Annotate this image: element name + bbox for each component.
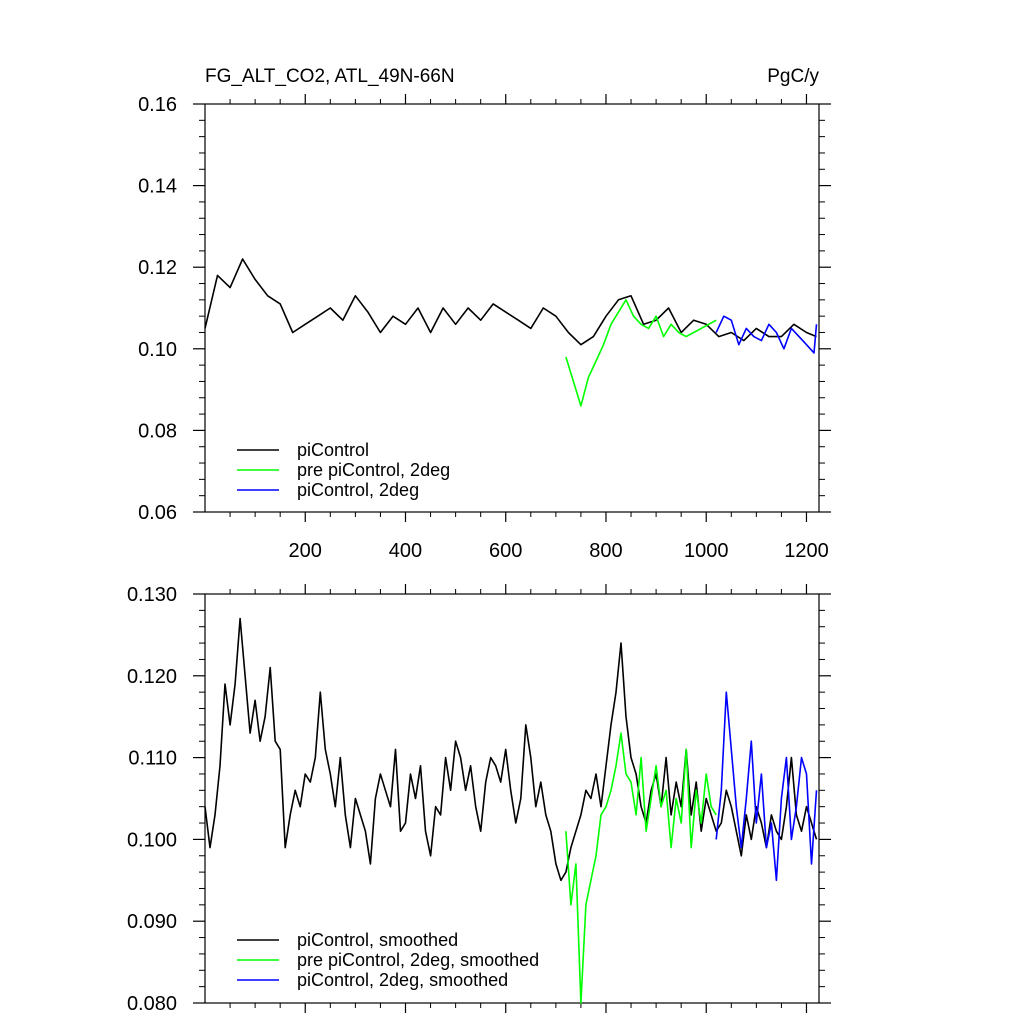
bottom-legend-label-picontrol-2deg-smoothed: piControl, 2deg, smoothed [297, 970, 508, 990]
bottom-y-tick-label-2: 0.100 [127, 829, 177, 851]
bottom-series-pre-picontrol-2deg-smoothed [565, 732, 717, 1004]
top-title: FG_ALT_CO2, ATL_49N-66N [205, 66, 455, 87]
bottom-y-tick-label-1: 0.090 [127, 911, 177, 933]
bottom-y-tick-label-3: 0.110 [128, 748, 177, 770]
top-panel: FG_ALT_CO2, ATL_49N-66N PgC/y 200 400 600 8… [138, 66, 831, 562]
top-x-tick-label-200: 200 [289, 540, 322, 562]
bottom-series-picontrol-2deg-smoothed [715, 691, 818, 882]
bottom-y-tick-label-4: 0.120 [127, 666, 177, 688]
bottom-legend-label-pre-picontrol-2deg-smoothed: pre piControl, 2deg, smoothed [297, 950, 539, 970]
top-legend-label-picontrol-2deg: piControl, 2deg [297, 480, 419, 500]
top-x-tick-label-400: 400 [389, 540, 422, 562]
bottom-plot-frame [204, 593, 820, 1004]
top-y-tick-label-1: 0.08 [138, 420, 177, 442]
bottom-series-picontrol-smoothed [204, 617, 818, 882]
top-series-picontrol-2deg [715, 315, 818, 354]
top-x-tick-label-800: 800 [589, 540, 622, 562]
top-plot-frame [204, 103, 820, 513]
top-legend-label-pre-picontrol-2deg: pre piControl, 2deg [297, 460, 450, 480]
top-series-pre-picontrol-2deg [565, 298, 717, 407]
top-y-tick-label-5: 0.16 [138, 94, 177, 116]
top-series-picontrol [204, 258, 817, 346]
top-y-tick-label-0: 0.06 [138, 502, 177, 524]
top-legend-label-picontrol: piControl [297, 440, 369, 460]
top-units: PgC/y [767, 66, 819, 87]
top-y-tick-label-2: 0.10 [138, 339, 177, 361]
top-y-tick-label-4: 0.14 [138, 176, 177, 198]
top-x-tick-label-1000: 1000 [684, 540, 729, 562]
bottom-y-tick-label-5: 0.130 [127, 584, 177, 606]
bottom-panel: 0.080 0.090 0.100 0.110 0.120 0.130 piControl,… [127, 584, 831, 1015]
top-x-tick-label-1200: 1200 [784, 540, 829, 562]
top-y-tick-label-3: 0.12 [138, 257, 177, 279]
bottom-legend-label-picontrol-smoothed: piControl, smoothed [297, 930, 458, 950]
bottom-y-tick-label-0: 0.080 [127, 993, 177, 1015]
top-x-tick-label-600: 600 [489, 540, 522, 562]
